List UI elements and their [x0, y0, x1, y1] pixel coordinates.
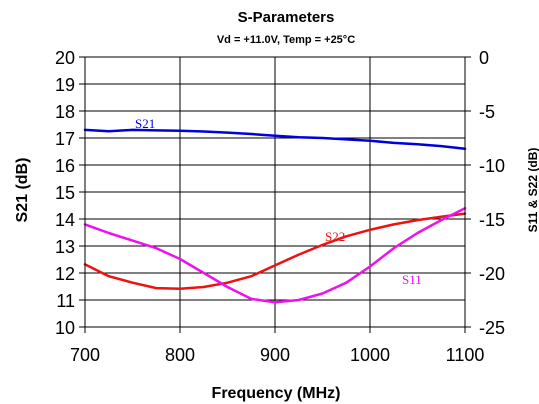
y-tick-label-right: -25: [479, 318, 505, 338]
series-line-s22: [83, 212, 467, 290]
x-tick-label: 1000: [350, 345, 390, 365]
tick-labels: 10 11 12 13 14 15 16 17 18 19 20 700 800 900 1000 1100 -…: [55, 48, 505, 365]
x-axis-label: Frequency (MHz): [212, 385, 341, 402]
x-tick-label: 900: [260, 345, 290, 365]
y-axis-right-label: S11 & S22 (dB): [526, 148, 539, 233]
chart-subtitle: Vd = +11.0V, Temp = +25°C: [217, 34, 355, 46]
x-tick-label: 700: [70, 345, 100, 365]
y-tick-label-left: 13: [55, 237, 75, 257]
y-tick-label-left: 19: [55, 75, 75, 95]
y-axis-left-label: S21 (dB): [14, 158, 31, 223]
y-tick-label-right: -20: [479, 264, 505, 284]
y-tick-label-right: -10: [479, 156, 505, 176]
y-tick-label-left: 10: [55, 318, 75, 338]
y-tick-label-left: 17: [55, 129, 75, 149]
y-tick-label-right: 0: [479, 48, 489, 68]
series-line-s11: [83, 206, 467, 304]
y-tick-label-right: -15: [479, 210, 505, 230]
x-tick-label: 800: [165, 345, 195, 365]
data-series: [83, 128, 467, 304]
y-tick-label-left: 14: [55, 210, 75, 230]
x-tick-label: 1100: [446, 345, 485, 365]
y-tick-label-left: 15: [55, 183, 75, 203]
y-tick-label-left: 18: [55, 102, 75, 122]
y-tick-label-right: -5: [479, 102, 495, 122]
series-label-s21: S21: [135, 116, 155, 131]
y-tick-label-left: 12: [55, 264, 75, 284]
y-tick-label-left: 20: [55, 48, 75, 68]
series-label-s11: S11: [402, 272, 422, 287]
y-tick-label-left: 16: [55, 156, 75, 176]
series-label-s22: S22: [325, 229, 345, 244]
series-line-s21: [83, 128, 467, 151]
chart-title: S-Parameters: [238, 9, 335, 26]
y-tick-label-left: 11: [56, 291, 75, 311]
